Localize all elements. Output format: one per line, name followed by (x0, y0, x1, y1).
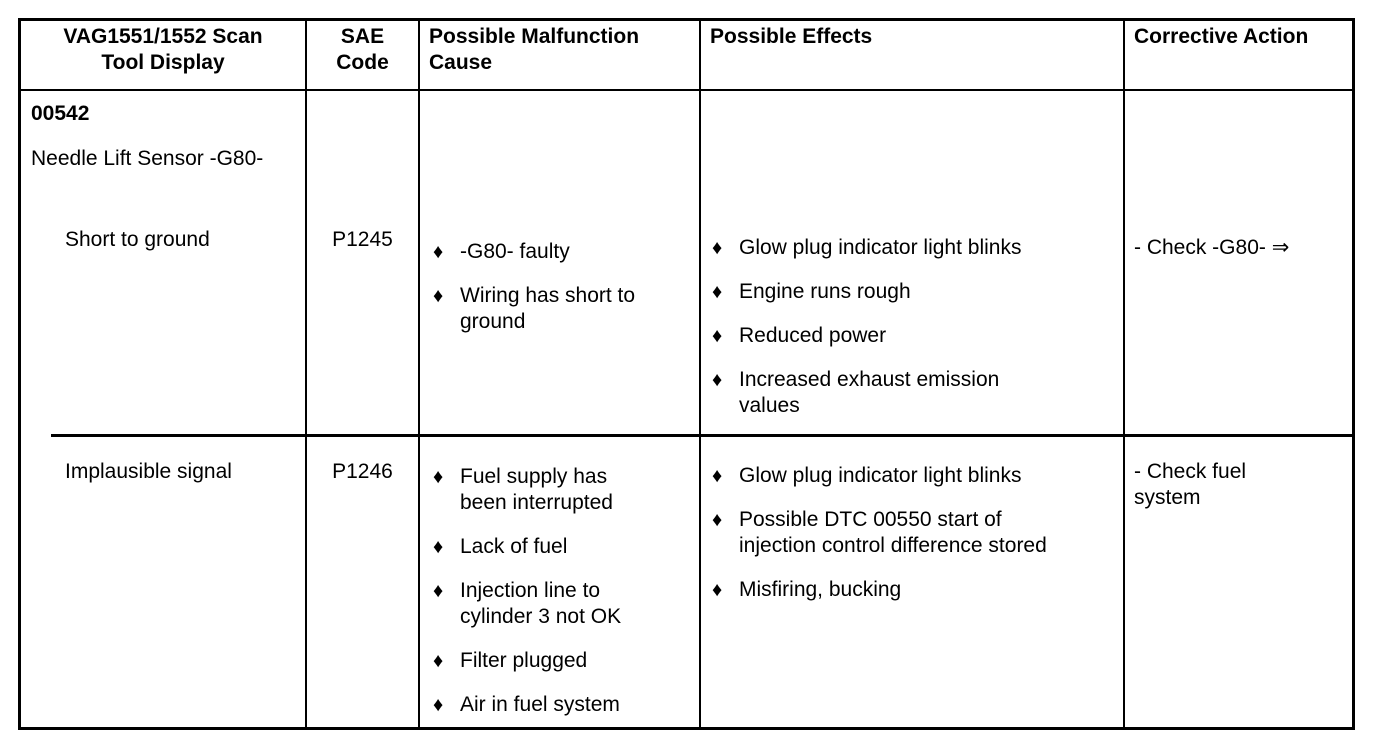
fault-mode-label: Short to ground (65, 228, 210, 251)
effect-item: ♦ Glow plug indicator light blinks (712, 463, 1115, 489)
diamond-bullet-icon: ♦ (433, 650, 444, 672)
column-header-malfunction-cause: Possible Malfunction Cause (420, 21, 701, 91)
cause-item: ♦ Wiring has short to ground (433, 283, 691, 335)
effect-item: ♦ Misfiring, bucking (712, 577, 1115, 603)
column-header-possible-effects: Possible Effects (701, 21, 1125, 91)
dtc-table: VAG1551/1552 Scan Tool Display SAE Code … (18, 18, 1355, 730)
effect-item: ♦ Glow plug indicator light blinks (712, 235, 1115, 261)
effect-text: Glow plug indicator light blinks (739, 236, 1022, 259)
cause-text: Injection line to cylinder 3 not OK (460, 579, 622, 628)
cause-item: ♦ Filter plugged (433, 648, 691, 674)
diamond-bullet-icon: ♦ (433, 536, 444, 558)
corrective-action-text: - Check fuel system (1134, 460, 1247, 509)
sae-code-cell: P1245 (307, 91, 420, 434)
diamond-bullet-icon: ♦ (712, 465, 723, 487)
diamond-bullet-icon: ♦ (433, 694, 444, 716)
diamond-bullet-icon: ♦ (712, 281, 723, 303)
diamond-bullet-icon: ♦ (712, 579, 723, 601)
cause-text: Fuel supply has been interrupted (460, 465, 613, 514)
effect-text: Reduced power (739, 324, 887, 347)
effect-item: ♦ Increased exhaust emission values (712, 367, 1115, 419)
cause-text: Air in fuel system (460, 693, 620, 716)
dtc-name: Needle Lift Sensor -G80- (31, 147, 264, 170)
diamond-bullet-icon: ♦ (433, 466, 444, 488)
effect-text: Misfiring, bucking (739, 578, 902, 601)
cause-text: -G80- faulty (460, 240, 570, 263)
possible-effects-cell: ♦ Glow plug indicator light blinks ♦ Eng… (701, 91, 1125, 434)
scan-tool-display-cell: Implausible signal (21, 434, 307, 727)
corrective-action-text: - Check -G80- ⇒ (1134, 236, 1290, 259)
diamond-bullet-icon: ♦ (433, 580, 444, 602)
column-header-scan-tool-display: VAG1551/1552 Scan Tool Display (21, 21, 307, 91)
malfunction-cause-cell: ♦ -G80- faulty ♦ Wiring has short to gro… (420, 91, 701, 434)
corrective-action-cell: - Check fuel system (1125, 434, 1352, 727)
corrective-action-cell: - Check -G80- ⇒ (1125, 91, 1352, 434)
malfunction-cause-cell: ♦ Fuel supply has been interrupted ♦ Lac… (420, 434, 701, 727)
cause-item: ♦ -G80- faulty (433, 239, 691, 265)
diamond-bullet-icon: ♦ (712, 369, 723, 391)
column-header-sae-code: SAE Code (307, 21, 420, 91)
effect-text: Possible DTC 00550 start of injection co… (739, 508, 1047, 557)
cause-text: Wiring has short to ground (460, 284, 636, 333)
cause-item: ♦ Fuel supply has been interrupted (433, 464, 691, 516)
effect-item: ♦ Reduced power (712, 323, 1115, 349)
column-header-corrective-action: Corrective Action (1125, 21, 1352, 91)
dtc-code: 00542 (31, 102, 90, 125)
diamond-bullet-icon: ♦ (712, 325, 723, 347)
cause-item: ♦ Air in fuel system (433, 692, 691, 718)
cause-item: ♦ Lack of fuel (433, 534, 691, 560)
sae-code-cell: P1246 (307, 434, 420, 727)
fault-mode-label: Implausible signal (65, 460, 232, 483)
scan-tool-display-cell: 00542 Needle Lift Sensor -G80- Short to … (21, 91, 307, 434)
cause-item: ♦ Injection line to cylinder 3 not OK (433, 578, 691, 630)
effect-text: Increased exhaust emission values (739, 368, 1000, 417)
diamond-bullet-icon: ♦ (433, 285, 444, 307)
effect-item: ♦ Engine runs rough (712, 279, 1115, 305)
effect-text: Glow plug indicator light blinks (739, 464, 1022, 487)
effect-text: Engine runs rough (739, 280, 911, 303)
diamond-bullet-icon: ♦ (712, 509, 723, 531)
sae-code-value: P1245 (332, 228, 393, 251)
diamond-bullet-icon: ♦ (712, 237, 723, 259)
possible-effects-cell: ♦ Glow plug indicator light blinks ♦ Pos… (701, 434, 1125, 727)
cause-text: Lack of fuel (460, 535, 568, 558)
sae-code-value: P1246 (332, 460, 393, 483)
effect-item: ♦ Possible DTC 00550 start of injection … (712, 507, 1115, 559)
cause-text: Filter plugged (460, 649, 588, 672)
diamond-bullet-icon: ♦ (433, 241, 444, 263)
